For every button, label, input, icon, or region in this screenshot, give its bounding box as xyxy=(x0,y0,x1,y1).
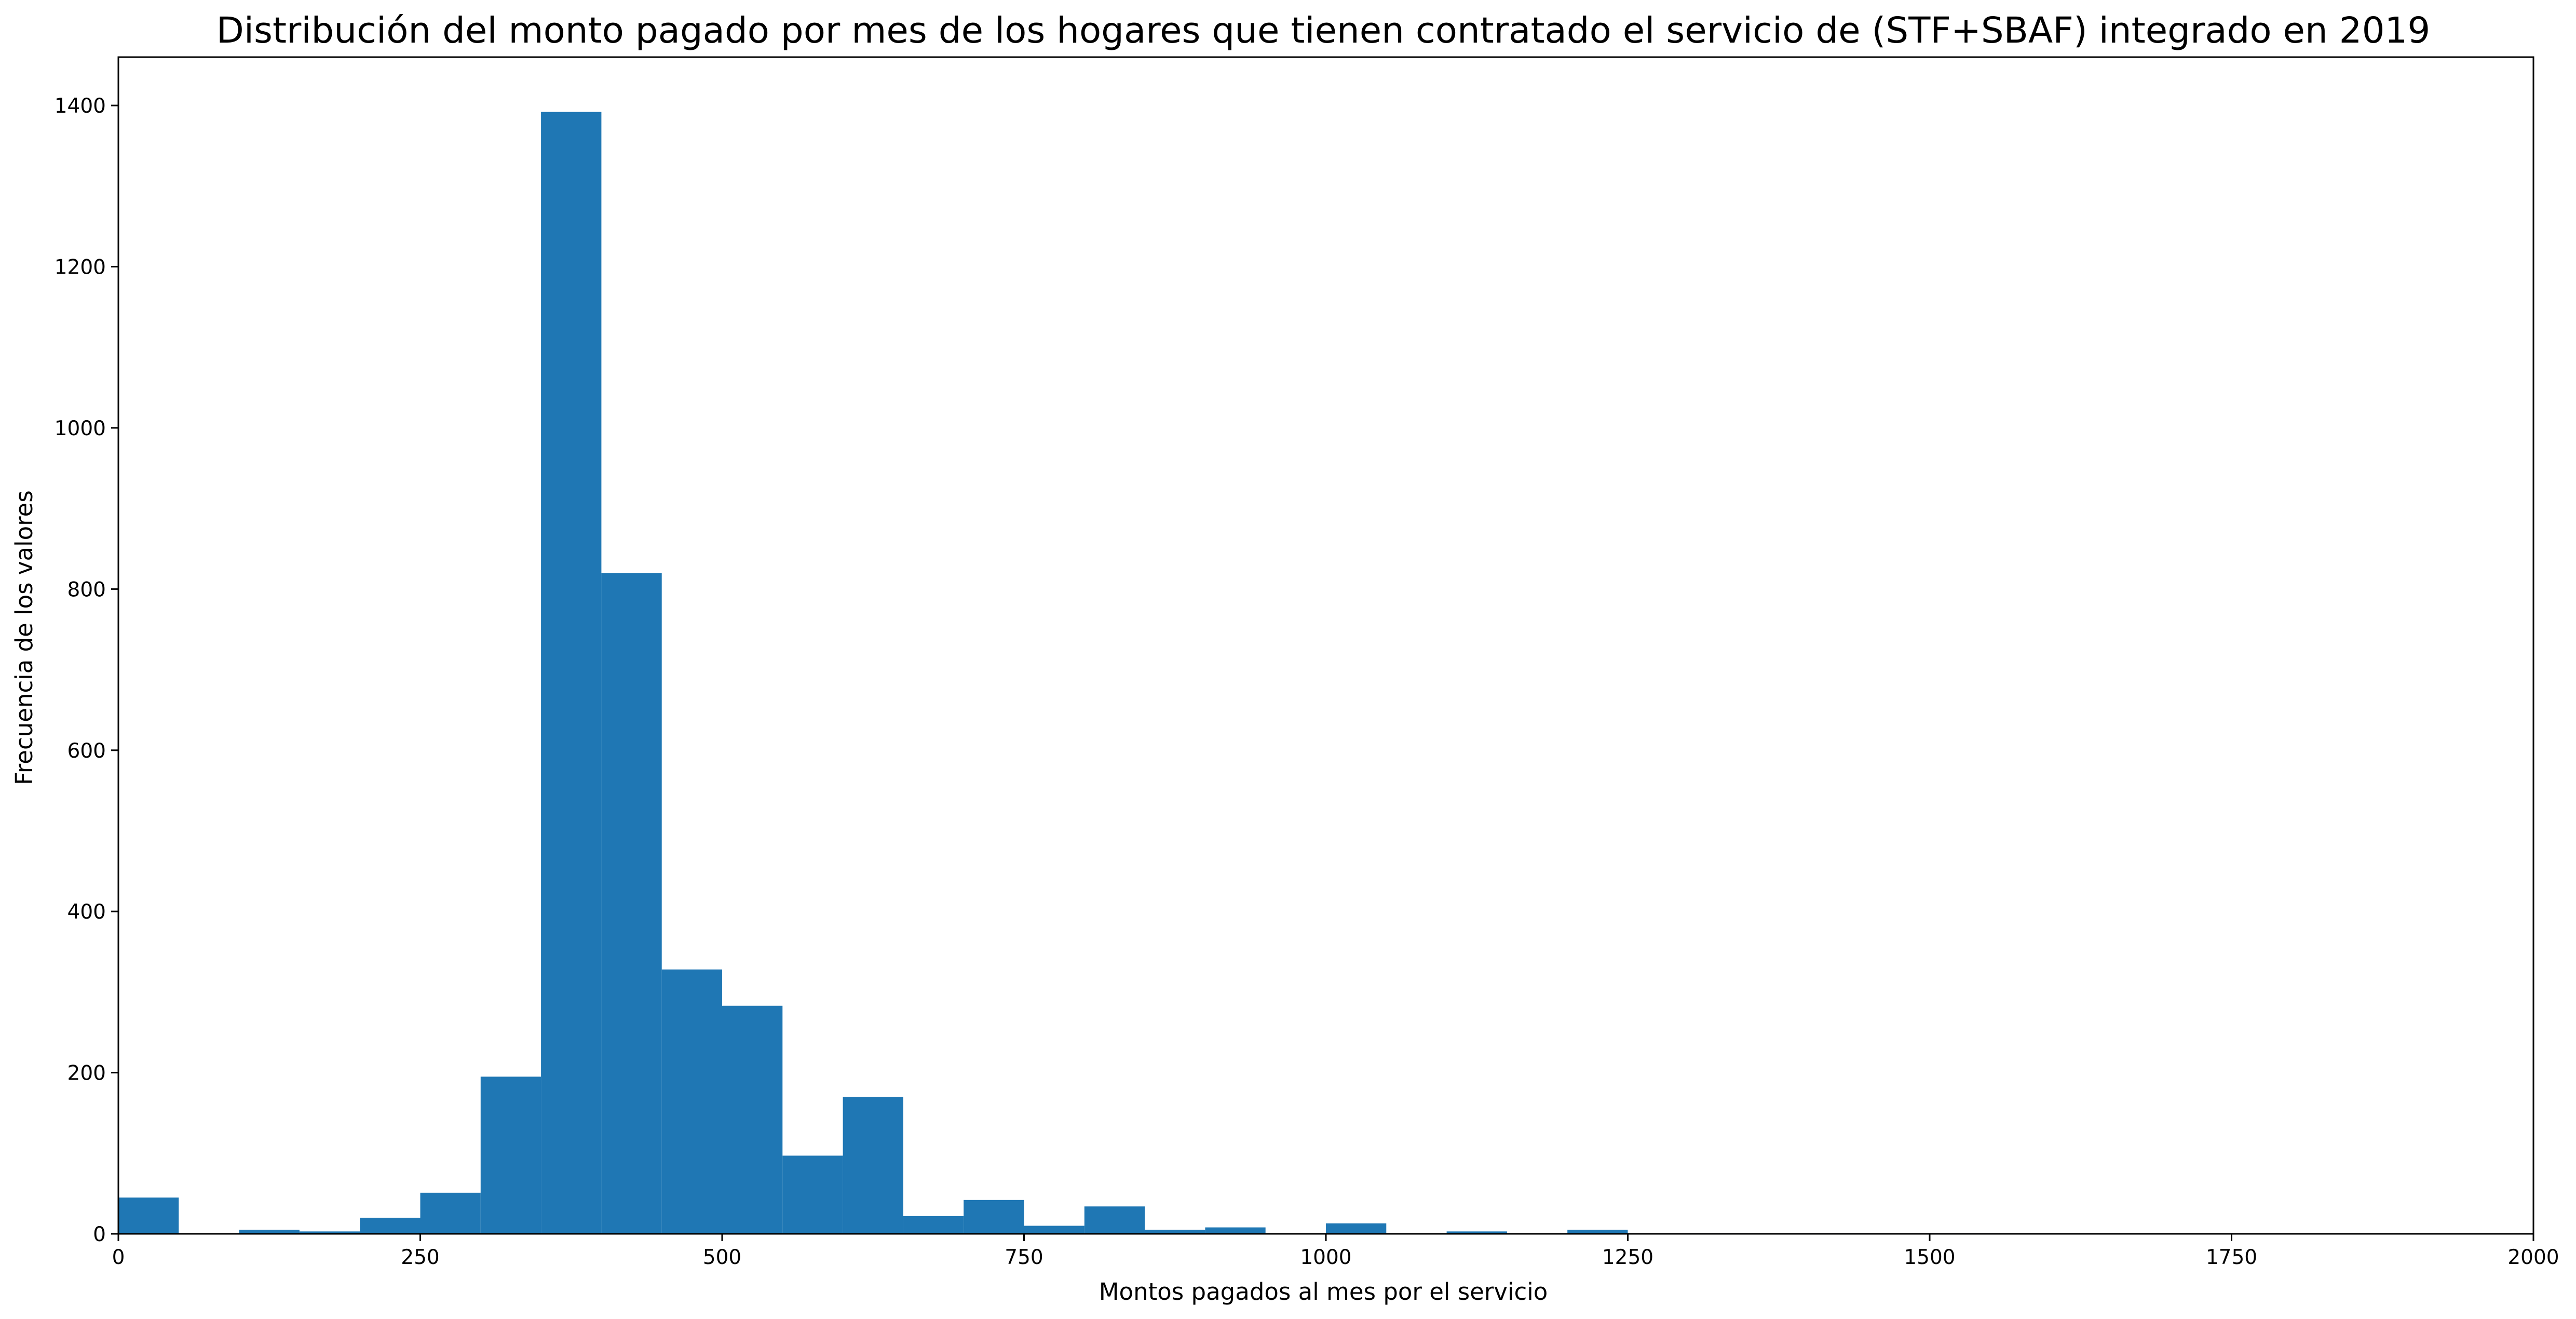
histogram-bar xyxy=(1326,1223,1387,1234)
histogram-bar xyxy=(420,1192,481,1234)
histogram-bar xyxy=(903,1216,964,1234)
x-tick-label: 1000 xyxy=(1300,1246,1351,1269)
plot-frame xyxy=(117,56,2534,1235)
x-tick-label: 750 xyxy=(1005,1246,1043,1269)
histogram-bar xyxy=(1024,1226,1084,1234)
y-tick-label: 0 xyxy=(93,1223,106,1246)
chart-title: Distribución del monto pagado por mes de… xyxy=(216,10,2431,51)
histogram-bar xyxy=(360,1217,421,1234)
histogram-bar xyxy=(722,1005,783,1234)
x-tick-label: 500 xyxy=(703,1246,741,1269)
y-tick-label: 600 xyxy=(67,739,106,763)
histogram-bar xyxy=(1446,1231,1507,1234)
x-tick-label: 1250 xyxy=(1602,1246,1653,1269)
histogram-bar xyxy=(118,1197,179,1234)
x-tick-label: 1750 xyxy=(2206,1246,2257,1269)
y-tick-label: 400 xyxy=(67,900,106,924)
histogram-bar xyxy=(1205,1227,1266,1234)
x-axis-label: Montos pagados al mes por el servicio xyxy=(1099,1278,1548,1305)
y-tick-label: 1000 xyxy=(55,417,106,440)
y-tick-label: 1400 xyxy=(55,95,106,118)
histogram-bar xyxy=(661,969,722,1234)
bars-group xyxy=(118,112,1990,1234)
x-axis-ticks: 0 250 500 750 1000 1250 1500 1750 2000 xyxy=(112,1234,2559,1269)
y-tick-label: 1200 xyxy=(55,256,106,279)
histogram-bar xyxy=(843,1097,903,1234)
y-tick-label: 800 xyxy=(67,578,106,601)
x-tick-label: 250 xyxy=(401,1246,439,1269)
histogram-bar xyxy=(601,573,662,1234)
x-tick-label: 0 xyxy=(112,1246,125,1269)
x-tick-label: 2000 xyxy=(2507,1246,2559,1269)
histogram-bar xyxy=(1567,1230,1628,1234)
histogram-bar xyxy=(782,1155,843,1234)
y-tick-label: 200 xyxy=(67,1062,106,1085)
histogram-bar xyxy=(1084,1206,1145,1234)
x-tick-label: 1500 xyxy=(1904,1246,1955,1269)
histogram-bar xyxy=(541,112,602,1234)
histogram-bar xyxy=(299,1231,360,1234)
y-axis-label: Frecuencia de los valores xyxy=(10,490,38,785)
histogram-bar xyxy=(480,1076,541,1234)
histogram-bar xyxy=(1145,1230,1205,1234)
histogram-bar xyxy=(239,1230,300,1234)
y-axis-ticks: 0 200 400 600 800 1000 1200 1400 xyxy=(55,95,118,1246)
histogram-bar xyxy=(964,1200,1024,1234)
